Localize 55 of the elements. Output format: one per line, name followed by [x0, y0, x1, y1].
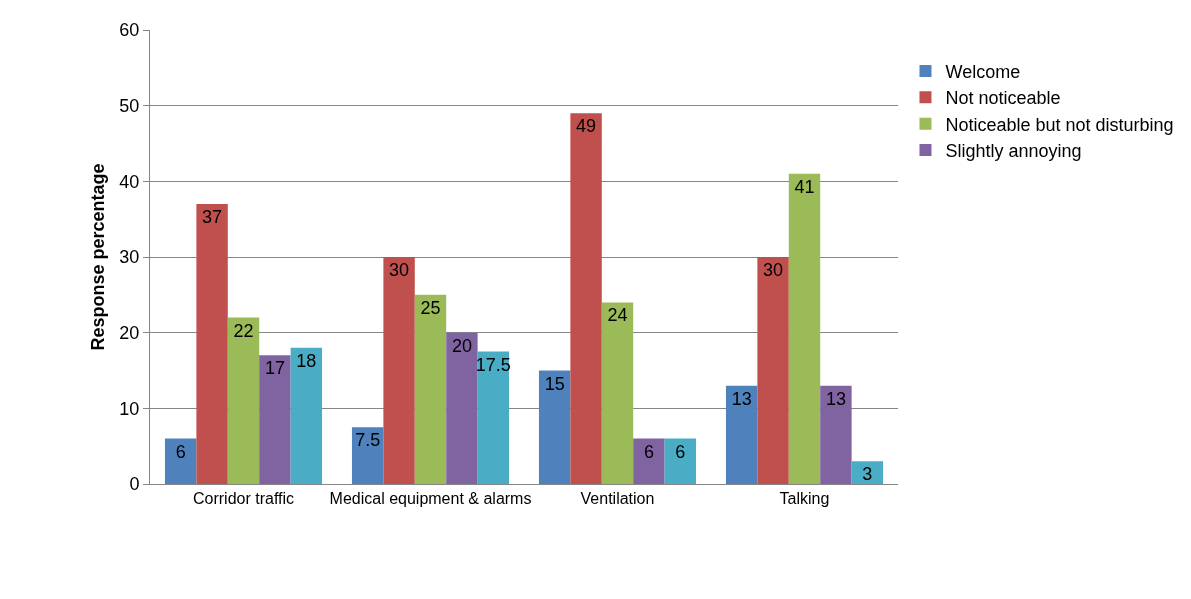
bar — [788, 173, 821, 484]
y-tick-label: 0 — [129, 474, 140, 495]
bar — [227, 317, 260, 484]
bar — [414, 294, 447, 484]
bar — [601, 302, 634, 484]
data-label: 22 — [233, 320, 254, 341]
data-label: 30 — [389, 260, 410, 280]
bar — [538, 370, 571, 484]
bar — [477, 351, 510, 484]
bar — [290, 347, 323, 484]
x-tick-label: Ventilation — [580, 490, 655, 508]
data-label: 25 — [420, 297, 441, 318]
data-label: 30 — [763, 260, 784, 280]
bar — [757, 257, 789, 484]
y-tick-label: 10 — [119, 398, 140, 419]
x-tick-label: Talking — [779, 490, 830, 508]
y-tick-label: 50 — [119, 95, 140, 116]
data-label: 7.5 — [355, 430, 381, 451]
bar — [820, 385, 852, 484]
data-label: 6 — [675, 441, 686, 462]
bar — [164, 438, 197, 484]
data-label: 13 — [825, 388, 846, 409]
data-label: 15 — [544, 373, 565, 394]
y-tick-label: 20 — [119, 322, 140, 343]
data-label: 17 — [264, 358, 285, 379]
data-label: 6 — [175, 441, 186, 462]
bar — [446, 332, 478, 484]
y-axis-title: Response percentage — [88, 163, 108, 351]
bar — [351, 427, 384, 484]
bar — [196, 204, 228, 484]
data-label: 41 — [794, 176, 815, 197]
x-tick-label: Medical equipment & alarms — [329, 490, 532, 508]
data-label: 18 — [296, 350, 317, 371]
data-label: 3 — [862, 464, 873, 485]
data-label: 6 — [643, 441, 654, 462]
bar — [570, 113, 602, 484]
bar — [851, 461, 884, 484]
bar — [383, 257, 415, 484]
y-tick-label: 60 — [119, 20, 140, 41]
data-label: 49 — [576, 116, 597, 137]
data-label: 24 — [607, 305, 628, 326]
y-tick-label: 30 — [119, 247, 140, 268]
bar — [725, 385, 758, 484]
data-label: 13 — [731, 388, 752, 409]
data-label: 37 — [202, 207, 223, 228]
x-tick-label: Corridor traffic — [192, 490, 295, 508]
bar — [633, 438, 665, 484]
legend-label: Slightly annoying — [945, 141, 1082, 162]
y-tick-label: 40 — [119, 171, 140, 192]
bar — [259, 355, 291, 484]
legend-label: Welcome — [945, 61, 1021, 82]
legend-label: Not noticeable — [945, 88, 1061, 109]
data-label: 20 — [451, 335, 472, 356]
bar — [664, 438, 697, 484]
legend-label: Noticeable but not disturbing — [945, 114, 1174, 135]
